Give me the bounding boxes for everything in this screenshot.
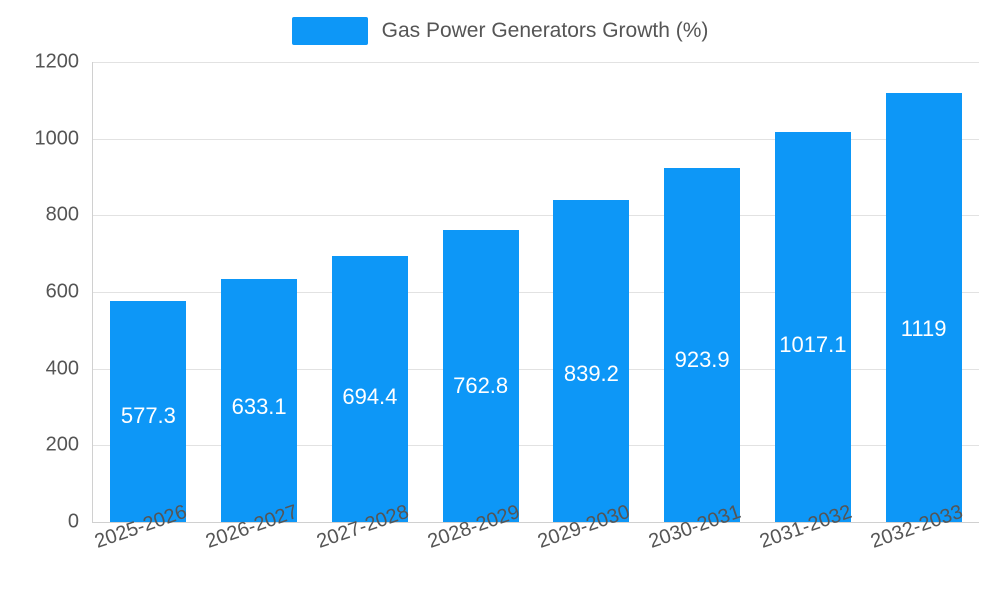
y-axis-tick-label: 200: [45, 433, 79, 456]
bar[interactable]: [553, 200, 630, 522]
legend-swatch-icon: [291, 17, 368, 45]
y-axis-tick-label: 0: [67, 510, 79, 533]
bar-value-label: 577.3: [120, 403, 176, 429]
bar-value-label: 1119: [900, 315, 947, 341]
bar[interactable]: [221, 279, 298, 522]
bar-value-label: 839.2: [563, 360, 619, 386]
bar-value-label: 923.9: [674, 347, 730, 373]
legend-item-gas-power-generators-growth[interactable]: Gas Power Generators Growth (%): [291, 17, 709, 45]
bar-group: 923.9 2030-2031: [646, 62, 758, 553]
y-axis-tick-label: 600: [45, 280, 79, 303]
bar-group: 694.4 2027-2028: [314, 62, 426, 553]
bar[interactable]: [331, 255, 408, 522]
legend-label: Gas Power Generators Growth (%): [381, 19, 709, 42]
y-axis-tick-label: 1000: [34, 127, 80, 150]
bar-group: 633.1 2026-2027: [203, 62, 315, 553]
y-axis-tick-label: 400: [45, 357, 79, 380]
gridline: [93, 292, 979, 293]
bar-value-label: 762.8: [453, 373, 509, 399]
y-axis-tick-label: 1200: [34, 50, 80, 73]
y-axis-tick-label: 800: [45, 203, 79, 226]
gridline: [93, 138, 979, 140]
bar-group: 1017.1 2031-2032: [757, 62, 869, 553]
bar-series: 577.3 2025-2026 633.1 2026-2027 694.4 2027-20…: [92, 62, 979, 553]
bar-group: 1119 2032-2033: [868, 62, 979, 553]
gridline: [93, 522, 979, 523]
bar[interactable]: [885, 93, 962, 522]
gridline: [93, 215, 979, 217]
plot-area: 0 200 400 600 800 1000 1200 577.3 2025-2026 633.…: [35, 51, 979, 553]
chart-legend: Gas Power Generators Growth (%): [0, 8, 1000, 54]
bar[interactable]: [664, 167, 741, 522]
bar-value-label: 1017.1: [779, 332, 847, 358]
gridline: [93, 445, 979, 447]
gridline: [93, 62, 979, 63]
gridline: [93, 368, 979, 370]
bar[interactable]: [442, 229, 519, 522]
bar[interactable]: [110, 300, 187, 522]
bar-group: 762.8 2028-2029: [425, 62, 536, 553]
bar-group: 577.3 2025-2026: [92, 62, 204, 553]
bar[interactable]: [774, 132, 851, 522]
bar-value-label: 633.1: [231, 394, 287, 420]
bar-value-label: 694.4: [342, 384, 398, 410]
bar-group: 839.2 2029-2030: [535, 62, 647, 553]
